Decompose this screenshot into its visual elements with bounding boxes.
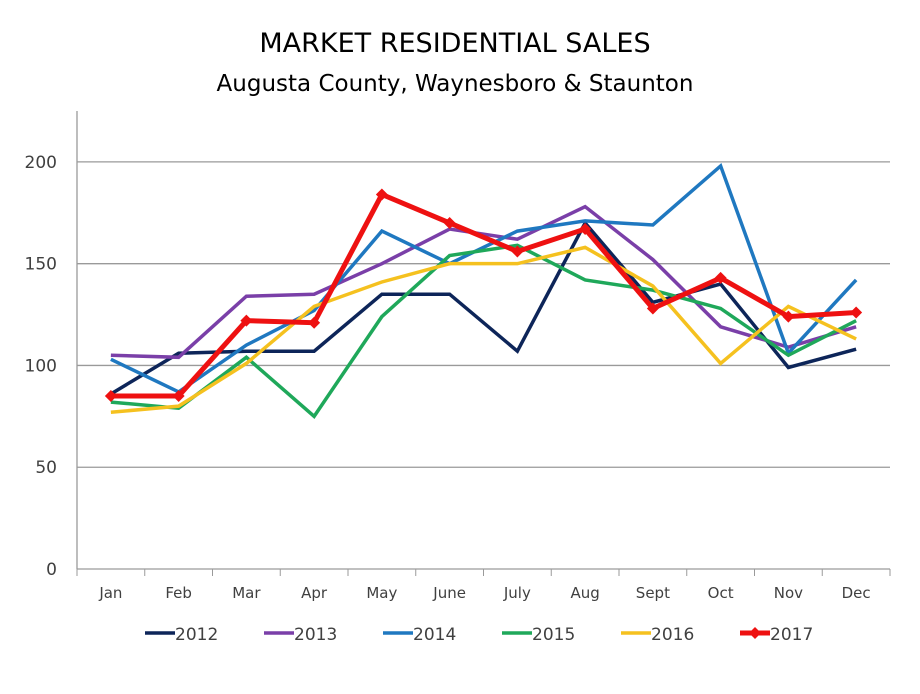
data-point-2017	[240, 314, 253, 327]
series-line-2013	[110, 204, 857, 360]
series-line-2015	[110, 243, 857, 419]
legend-label: 2017	[770, 625, 813, 645]
legend-marker-2017	[749, 627, 761, 639]
chart-title: MARKET RESIDENTIAL SALES	[259, 28, 650, 59]
data-point-2017	[646, 302, 659, 315]
series-line-2014	[110, 162, 858, 394]
data-point-2017	[443, 216, 456, 229]
data-point-2017	[172, 389, 185, 402]
x-tick-label: July	[503, 584, 531, 602]
x-tick-label: May	[366, 584, 397, 602]
legend-label: 2016	[651, 625, 694, 645]
legend-label: 2014	[413, 625, 456, 645]
x-tick-label: Aug	[570, 584, 599, 602]
x-tick-label: Oct	[708, 584, 734, 602]
x-tick-label: Dec	[842, 584, 871, 602]
legend-label: 2012	[175, 625, 218, 645]
legend-label: 2013	[294, 625, 337, 645]
data-point-2017	[714, 271, 727, 284]
legend: 2012 2013 2014 2015 2016 2017	[145, 625, 813, 645]
y-tick-label: 50	[35, 458, 57, 478]
series-lines	[104, 162, 863, 419]
data-point-2017	[850, 306, 863, 319]
y-tick-label: 100	[25, 356, 57, 376]
x-tick-label: Sept	[636, 584, 670, 602]
data-point-2017	[511, 245, 524, 258]
x-tick-label: Feb	[165, 584, 192, 602]
axes: 0 50 100 150 200 Jan Feb Mar Apr May June July Aug Se…	[25, 111, 891, 602]
data-point-2017	[104, 389, 117, 402]
chart-subtitle: Augusta County, Waynesboro & Staunton	[217, 71, 694, 97]
data-point-2017	[782, 310, 795, 323]
x-tick-label: Apr	[301, 584, 328, 602]
y-tick-label: 200	[25, 153, 57, 173]
series-line-2017	[110, 191, 857, 399]
y-tick-label: 150	[25, 255, 57, 275]
gridlines	[77, 161, 890, 468]
data-point-2017	[579, 223, 592, 236]
x-tick-label: June	[432, 584, 466, 602]
legend-label: 2015	[532, 625, 575, 645]
y-tick-label: 0	[46, 560, 57, 580]
data-point-2017	[308, 316, 321, 329]
series-line-2016	[110, 245, 857, 415]
x-tick-label: Jan	[98, 584, 122, 602]
x-tick-label: Nov	[774, 584, 803, 602]
x-tick-label: Mar	[232, 584, 261, 602]
data-point-2017	[375, 188, 388, 201]
